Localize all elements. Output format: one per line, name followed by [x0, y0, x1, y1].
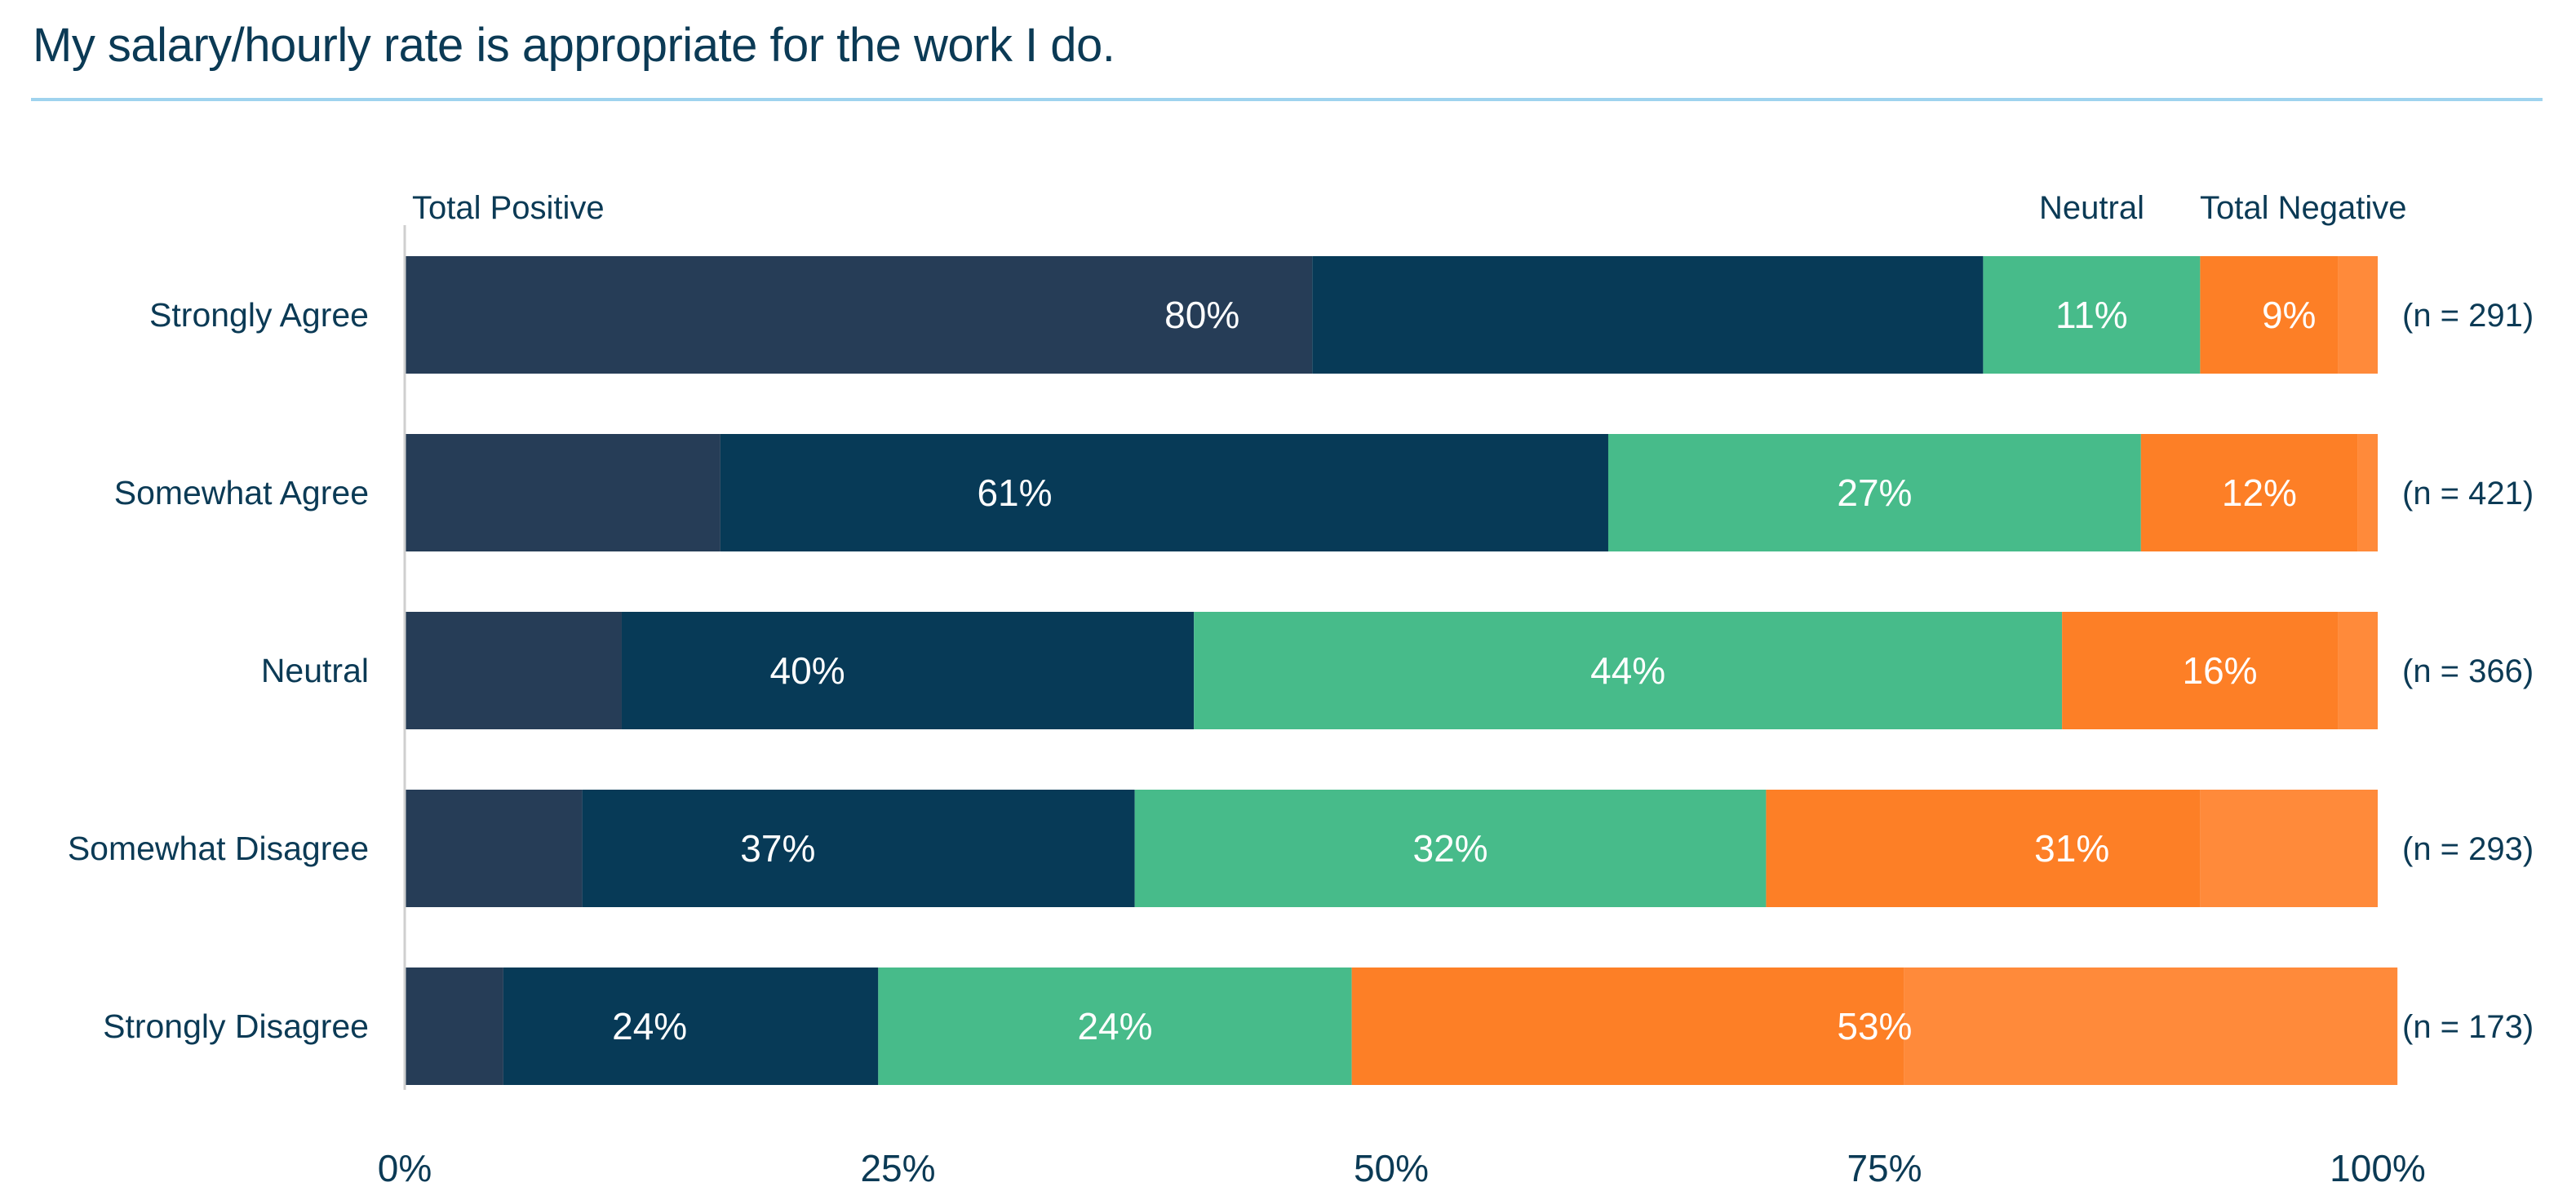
n-label: (n = 291) [2402, 298, 2534, 334]
bar-strongly-agree-part [405, 612, 622, 729]
data-label-positive: 24% [612, 1005, 687, 1047]
x-axis-ticks: 0% 25% 50% 75% 100% [378, 1147, 2426, 1189]
data-label-positive: 61% [977, 472, 1052, 514]
header-total-positive: Total Positive [412, 190, 605, 226]
bar-negative [1766, 790, 2201, 907]
header-neutral: Neutral [2039, 190, 2144, 226]
data-label-neutral: 27% [1837, 472, 1912, 514]
bar-strongly-agree-part [405, 968, 503, 1085]
header-total-negative: Total Negative [2200, 190, 2406, 226]
bar-positive [621, 612, 1195, 729]
bar-negative [1351, 968, 1904, 1085]
bar-neutral [1194, 612, 2063, 729]
data-label-neutral: 11% [2055, 294, 2128, 336]
bar-negative [2200, 256, 2339, 374]
n-label: (n = 421) [2402, 476, 2534, 511]
bar-neutral [1607, 434, 2141, 551]
bar-row: 80% 11% 9% [405, 256, 2378, 374]
bar-strongly-disagree-part [1904, 968, 2398, 1085]
bar-strongly-agree-part [405, 256, 1313, 374]
bar-strongly-disagree-part [2338, 256, 2378, 374]
data-label-negative: 9% [2262, 294, 2316, 336]
category-labels: Strongly Agree Somewhat Agree Neutral Somew… [68, 296, 369, 1045]
category-label: Neutral [261, 652, 369, 689]
data-label-negative: 12% [2222, 472, 2297, 514]
bar-strongly-disagree-part [2357, 434, 2378, 551]
data-label-positive: 37% [740, 827, 815, 870]
bar-positive [582, 790, 1135, 907]
data-label-neutral: 24% [1077, 1005, 1152, 1047]
x-tick-label: 100% [2330, 1147, 2426, 1189]
data-label-negative: 53% [1837, 1005, 1912, 1047]
category-label: Strongly Agree [149, 296, 369, 334]
n-label: (n = 366) [2402, 653, 2534, 689]
sample-size-labels: (n = 291) (n = 421) (n = 366) (n = 293) (n =… [2402, 298, 2534, 1045]
bar-neutral [1134, 790, 1767, 907]
x-tick-label: 0% [378, 1147, 432, 1189]
bar-negative [2062, 612, 2339, 729]
bar-strongly-disagree-part [2200, 790, 2378, 907]
data-label-neutral: 32% [1413, 827, 1488, 870]
data-label-positive: 80% [1164, 294, 1239, 336]
category-label: Strongly Disagree [103, 1007, 369, 1045]
n-label: (n = 293) [2402, 831, 2534, 867]
x-tick-label: 75% [1847, 1147, 1922, 1189]
bar-strongly-disagree-part [2338, 612, 2378, 729]
category-label: Somewhat Disagree [68, 830, 369, 867]
bar-row: 24% 24% 53% [405, 968, 2398, 1085]
category-label: Somewhat Agree [114, 474, 369, 511]
n-label: (n = 173) [2402, 1009, 2534, 1045]
bar-row: 37% 32% 31% [405, 790, 2378, 907]
column-headers: Total Positive Neutral Total Negative [412, 190, 2406, 226]
chart-title: My salary/hourly rate is appropriate for… [33, 19, 1115, 72]
bar-row: 40% 44% 16% [405, 612, 2378, 729]
data-label-neutral: 44% [1590, 649, 1665, 692]
bar-neutral [1983, 256, 2201, 374]
bar-row: 61% 27% 12% [405, 434, 2378, 551]
bar-strongly-agree-part [405, 790, 583, 907]
bar-positive [503, 968, 879, 1085]
title-divider [31, 98, 2543, 101]
bar-positive [720, 434, 1608, 551]
bar-strongly-agree-part [405, 434, 720, 551]
data-label-positive: 40% [770, 649, 845, 692]
x-tick-label: 50% [1354, 1147, 1429, 1189]
bar-negative [2140, 434, 2358, 551]
data-label-negative: 31% [2034, 827, 2109, 870]
data-label-negative: 16% [2183, 649, 2258, 692]
x-tick-label: 25% [860, 1147, 935, 1189]
bar-neutral [878, 968, 1352, 1085]
bar-positive [1312, 256, 1984, 374]
bar-rows: 80% 11% 9%61% 27% 12%40% 44% 16%37% 32% 31%24% 24… [405, 256, 2398, 1085]
